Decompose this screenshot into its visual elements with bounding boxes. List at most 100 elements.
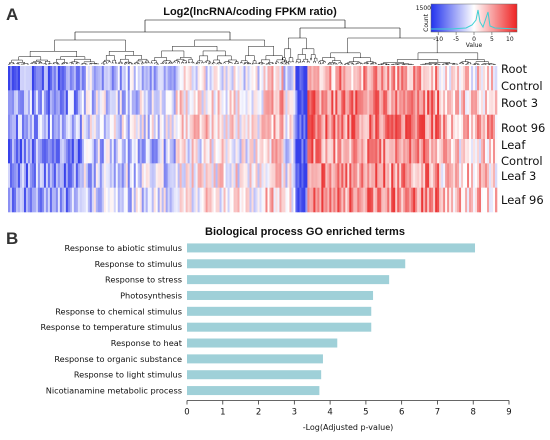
heatmap-cell [269,187,272,213]
heatmap-cell [123,163,127,188]
heatmap-cell [249,163,252,188]
heatmap-cell [107,114,111,140]
heatmap-cell [227,163,230,188]
heatmap-cell [299,187,302,213]
heatmap-cell [53,66,57,91]
heatmap-cell [243,187,246,213]
heatmap-cell [111,163,115,188]
heatmap-cell [111,187,115,213]
heatmap-cell [39,66,43,91]
heatmap-cell [105,66,109,91]
heatmap-cell [47,66,51,91]
heatmap-cell [135,139,139,164]
heatmap-cell [403,187,406,213]
heatmap-cell [397,187,400,213]
heatmap-cell [461,90,464,115]
heatmap-cell [325,187,328,213]
heatmap-cell [71,139,75,164]
heatmap-cell [485,114,488,140]
heatmap-cell [281,187,284,213]
heatmap-cell [313,163,316,188]
heatmap-cell [171,66,174,91]
heatmap-cell [179,163,182,188]
heatmap-cell [345,163,348,188]
heatmap-cell [369,139,372,164]
heatmap-cell [23,187,27,213]
heatmap-cell [139,139,143,164]
heatmap-cell [293,139,296,164]
heatmap-cell [143,90,147,115]
heatmap-cell [25,114,29,140]
heatmap-cell [363,66,366,91]
color-key-gradient [430,3,518,33]
heatmap-cell [411,163,414,188]
heatmap-cell [471,114,474,140]
heatmap-cell [8,163,11,188]
heatmap-cell [449,163,452,188]
heatmap-cell [337,114,340,140]
heatmap-cell [377,114,380,140]
heatmap-cell [75,66,79,91]
heatmap-cell [493,90,496,115]
column-dendrogram [8,19,497,65]
heatmap-cell [345,66,348,91]
row-label-leaf-control: Control [501,154,543,168]
heatmap-cell [23,114,27,140]
heatmap-cell [453,139,456,164]
heatmap-cell [249,90,252,115]
heatmap-cell [137,66,141,91]
heatmap-cell [401,114,404,140]
heatmap-cell [105,187,109,213]
heatmap-cell [151,187,155,213]
x-axis-tick-label: 9 [506,408,511,418]
heatmap-cell [265,114,268,140]
heatmap-cell [395,139,398,164]
heatmap-cell [481,114,484,140]
heatmap-cell [41,139,45,164]
heatmap-cell [341,187,344,213]
heatmap-cell [13,66,17,91]
heatmap-cell [127,187,131,213]
heatmap-cell [57,66,61,91]
heatmap-cell [215,90,218,115]
heatmap-cell [327,90,330,115]
heatmap-cell [427,114,430,140]
heatmap-cell [281,163,284,188]
heatmap-cell [363,90,366,115]
heatmap-cell [103,187,107,213]
heatmap-cell [475,163,478,188]
heatmap-cell [357,163,360,188]
heatmap-cell [313,139,316,164]
heatmap-cell [189,114,192,140]
heatmap-cell [473,90,476,115]
heatmap-cell [485,163,488,188]
heatmap-cell [439,163,442,188]
bar-category-label: Response to chemical stimulus [55,306,182,316]
heatmap-cell [203,163,206,188]
heatmap-cell [83,139,87,164]
heatmap-cell [149,187,153,213]
heatmap-cell [371,114,374,140]
heatmap-cell [403,90,406,115]
heatmap-cell [273,114,276,140]
heatmap-cell [41,66,45,91]
heatmap-cell [439,66,442,91]
heatmap-cell [115,187,119,213]
heatmap-cell [279,114,282,140]
heatmap-cell [459,66,462,91]
heatmap-cell [383,90,386,115]
heatmap-cell [181,187,184,213]
row-label-leaf: Leaf [501,138,526,152]
heatmap-cell [393,66,396,91]
heatmap-cell [163,163,166,188]
heatmap-cell [111,66,115,91]
heatmap-cell [379,163,382,188]
heatmap-cell [323,139,326,164]
heatmap-cell [421,163,424,188]
heatmap-cell [207,187,210,213]
heatmap-cell [181,139,184,164]
heatmap-cell [165,66,168,91]
heatmap-cell [321,90,324,115]
heatmap-cell [11,66,15,91]
heatmap-cell [289,163,292,188]
